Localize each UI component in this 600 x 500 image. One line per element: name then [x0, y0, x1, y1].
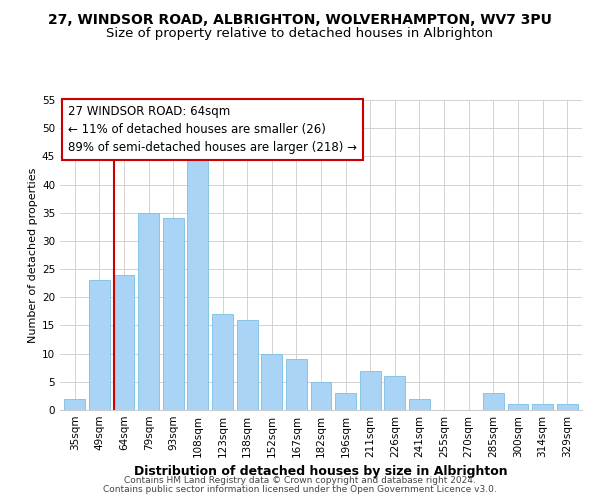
- Bar: [212, 314, 233, 410]
- Text: Contains public sector information licensed under the Open Government Licence v3: Contains public sector information licen…: [103, 485, 497, 494]
- Text: Contains HM Land Registry data © Crown copyright and database right 2024.: Contains HM Land Registry data © Crown c…: [124, 476, 476, 485]
- Bar: [64, 398, 85, 410]
- Bar: [311, 382, 331, 410]
- Bar: [532, 404, 553, 410]
- Text: 27 WINDSOR ROAD: 64sqm
← 11% of detached houses are smaller (26)
89% of semi-det: 27 WINDSOR ROAD: 64sqm ← 11% of detached…: [68, 104, 357, 154]
- Bar: [286, 360, 307, 410]
- Bar: [557, 404, 578, 410]
- Bar: [113, 274, 134, 410]
- X-axis label: Distribution of detached houses by size in Albrighton: Distribution of detached houses by size …: [134, 466, 508, 478]
- Bar: [360, 370, 381, 410]
- Y-axis label: Number of detached properties: Number of detached properties: [28, 168, 38, 342]
- Bar: [261, 354, 282, 410]
- Bar: [89, 280, 110, 410]
- Bar: [335, 393, 356, 410]
- Text: Size of property relative to detached houses in Albrighton: Size of property relative to detached ho…: [107, 28, 493, 40]
- Bar: [385, 376, 406, 410]
- Bar: [187, 150, 208, 410]
- Bar: [236, 320, 257, 410]
- Bar: [409, 398, 430, 410]
- Bar: [138, 212, 159, 410]
- Bar: [163, 218, 184, 410]
- Text: 27, WINDSOR ROAD, ALBRIGHTON, WOLVERHAMPTON, WV7 3PU: 27, WINDSOR ROAD, ALBRIGHTON, WOLVERHAMP…: [48, 12, 552, 26]
- Bar: [483, 393, 504, 410]
- Bar: [508, 404, 529, 410]
